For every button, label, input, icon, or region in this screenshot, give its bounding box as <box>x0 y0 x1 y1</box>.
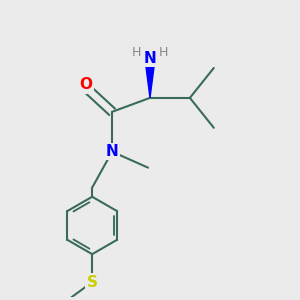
Text: H: H <box>131 46 141 59</box>
Text: N: N <box>144 51 156 66</box>
Text: H: H <box>159 46 169 59</box>
Text: S: S <box>87 274 98 290</box>
Polygon shape <box>145 60 155 98</box>
Text: N: N <box>106 144 118 159</box>
Text: O: O <box>80 77 93 92</box>
